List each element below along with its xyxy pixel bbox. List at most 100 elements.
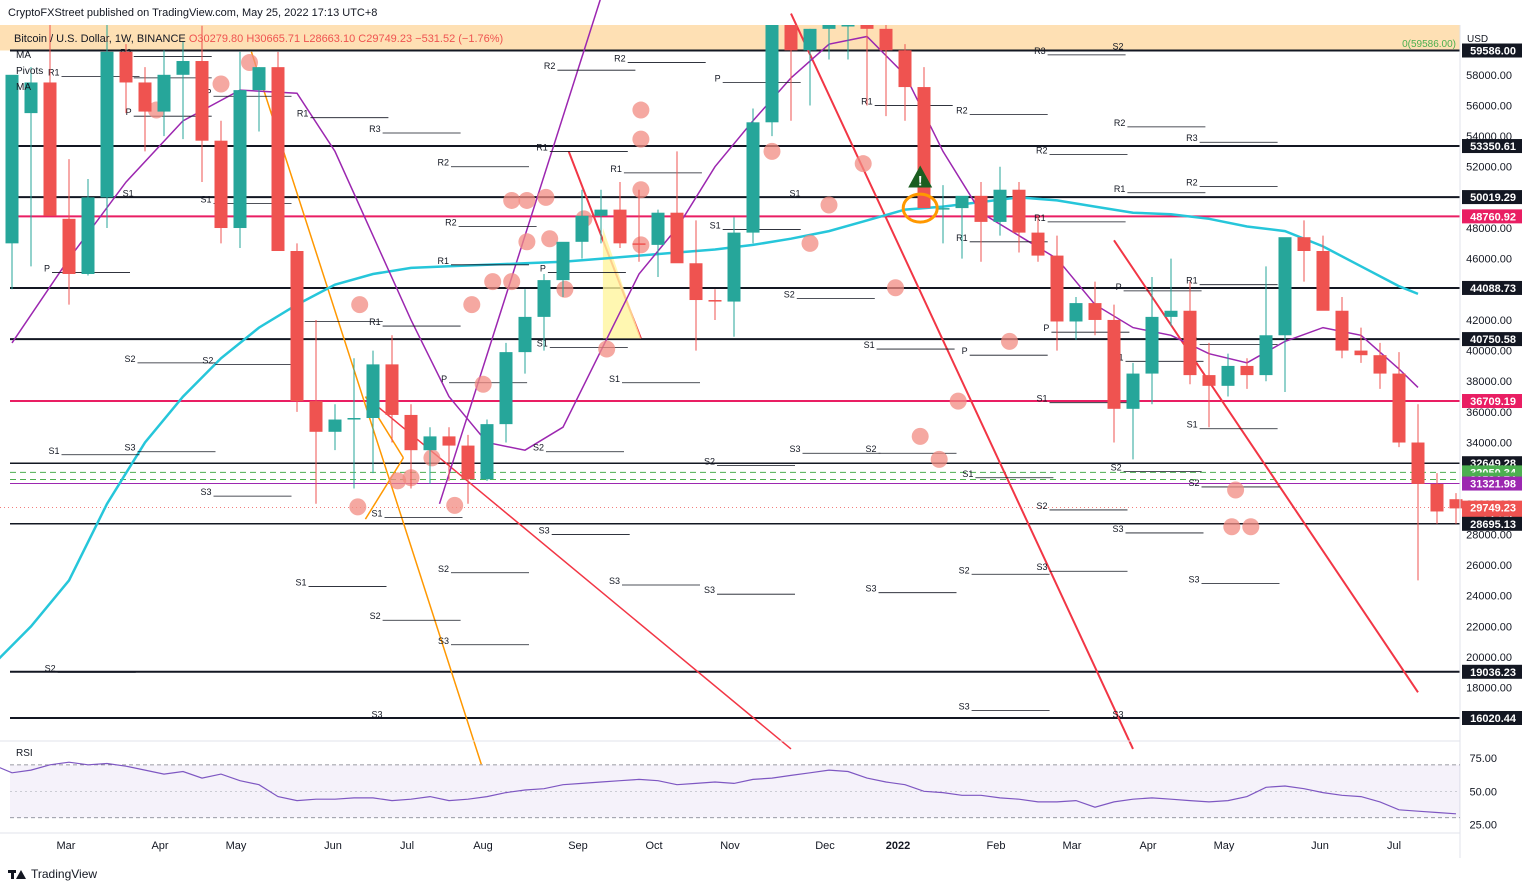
- marker-circle: [632, 181, 650, 199]
- x-tick-label: Dec: [815, 840, 835, 852]
- indicator-ma-1[interactable]: MA: [16, 50, 31, 61]
- pivot-label: P: [44, 263, 50, 273]
- x-tick-label: Jun: [324, 840, 342, 852]
- pivot-label: R3: [1186, 133, 1198, 143]
- pivot-label: S3: [1112, 524, 1123, 534]
- pivot-label: R3: [369, 124, 381, 134]
- candle-body: [1392, 373, 1406, 443]
- marker-circle: [212, 75, 230, 93]
- marker-circle: [537, 188, 555, 206]
- candle-body: [936, 208, 950, 210]
- pivot-label: S3: [609, 576, 620, 586]
- price-label-box: [1462, 139, 1522, 154]
- symbol-legend[interactable]: Bitcoin / U.S. Dollar, 1W, BINANCE O3027…: [14, 33, 503, 45]
- pivot-label: R1: [1114, 184, 1126, 194]
- y-tick-label: 48000.00: [1466, 223, 1512, 235]
- indicator-pivots[interactable]: Pivots: [16, 66, 44, 77]
- candle-body: [309, 401, 323, 432]
- y-tick-label: 46000.00: [1466, 254, 1512, 266]
- y-tick-label: 20000.00: [1466, 652, 1512, 664]
- pivot-label: S3: [539, 525, 550, 535]
- marker-circle: [820, 196, 838, 214]
- price-label-text: 40750.58: [1470, 334, 1516, 346]
- pivot-label: S3: [438, 636, 449, 646]
- candle-body: [518, 316, 532, 353]
- y-tick-label: 22000.00: [1466, 621, 1512, 633]
- marker-circle: [241, 54, 258, 72]
- pivot-label: S1: [710, 221, 721, 231]
- price-label-text: 29749.23: [1470, 503, 1516, 515]
- price-label-text: 19036.23: [1470, 667, 1516, 679]
- x-tick-label: Mar: [1063, 840, 1082, 852]
- marker-circle: [949, 392, 967, 410]
- pivot-label: R1: [297, 109, 309, 119]
- candle-body: [1221, 365, 1235, 386]
- pivot-label: S3: [789, 444, 800, 454]
- rsi-tick-label: 75.00: [1469, 753, 1497, 765]
- tradingview-footer[interactable]: TradingView: [8, 867, 97, 881]
- triangle-zone: [602, 228, 641, 339]
- pivot-label: S1: [609, 374, 620, 384]
- y-tick-label: 56000.00: [1466, 100, 1512, 112]
- ohlc-values: O30279.80 H30665.71 L28663.10 C29749.23 …: [188, 33, 504, 45]
- trendline: [372, 402, 792, 750]
- pivot-label: S1: [48, 446, 59, 456]
- pivot-label: P: [126, 107, 132, 117]
- candle-body: [689, 263, 703, 301]
- pivot-label: R1: [1034, 213, 1046, 223]
- marker-circle: [911, 427, 929, 445]
- pivot-label: R1: [536, 142, 548, 152]
- candle-body: [1088, 303, 1102, 320]
- candle-body: [423, 436, 437, 451]
- pivot-label: S2: [1036, 501, 1047, 511]
- pivot-label: R2: [1114, 118, 1126, 128]
- pivot-label: R2: [437, 158, 449, 168]
- warning-icon: [908, 165, 933, 188]
- ma-slow-line: [0, 196, 1419, 660]
- rsi-line: [0, 761, 1457, 815]
- candle-body: [1411, 442, 1425, 484]
- candle-body: [328, 419, 342, 432]
- x-tick-label: 2022: [886, 840, 910, 852]
- pivot-label: S3: [200, 487, 211, 497]
- price-label-box: [1462, 710, 1522, 725]
- price-axis[interactable]: 18000.00 20000.00 22000.00 24000.00 26000.00…: [1466, 70, 1512, 695]
- time-axis[interactable]: Mar Apr May Jun Jul Aug Sep Oct Nov Dec 2022 Feb Mar…: [57, 840, 1402, 852]
- pivot-label: S2: [45, 663, 56, 673]
- candle-body: [1373, 355, 1387, 374]
- marker-circle: [423, 449, 441, 467]
- marker-circle: [887, 279, 904, 297]
- candle-body: [651, 212, 665, 245]
- trendline: [250, 51, 483, 765]
- candle-body: [1240, 365, 1254, 376]
- candle-body: [917, 87, 931, 209]
- candle-body: [765, 25, 779, 123]
- candle-body: [252, 67, 266, 91]
- candle-body: [993, 189, 1007, 222]
- y-tick-label: 58000.00: [1466, 70, 1512, 82]
- y-tick-label: 52000.00: [1466, 162, 1512, 174]
- candle-body: [1126, 373, 1140, 409]
- pivot-label: S2: [533, 443, 544, 453]
- candle-body: [1259, 335, 1273, 376]
- pivot-label: R2: [1036, 145, 1048, 155]
- candle-body: [1335, 310, 1349, 351]
- price-label-box: [1462, 516, 1522, 531]
- rsi-pane: 75.00 50.00 25.00: [0, 753, 1497, 831]
- marker-circle: [474, 375, 492, 393]
- pivot-label: S2: [704, 457, 715, 467]
- rsi-legend[interactable]: RSI: [16, 748, 33, 759]
- x-tick-label: Jun: [1311, 840, 1329, 852]
- marker-circle: [503, 273, 521, 291]
- candle-body: [879, 28, 893, 51]
- indicator-ma-2[interactable]: MA: [16, 82, 31, 93]
- marker-circle: [389, 472, 407, 490]
- pivot-label: P: [1043, 323, 1049, 333]
- marker-circle: [763, 142, 781, 160]
- candle-body: [1202, 375, 1216, 386]
- tradingview-logo-icon: [8, 868, 26, 880]
- marker-circle: [632, 101, 650, 119]
- marker-circle: [598, 340, 616, 358]
- candle-body: [784, 25, 798, 51]
